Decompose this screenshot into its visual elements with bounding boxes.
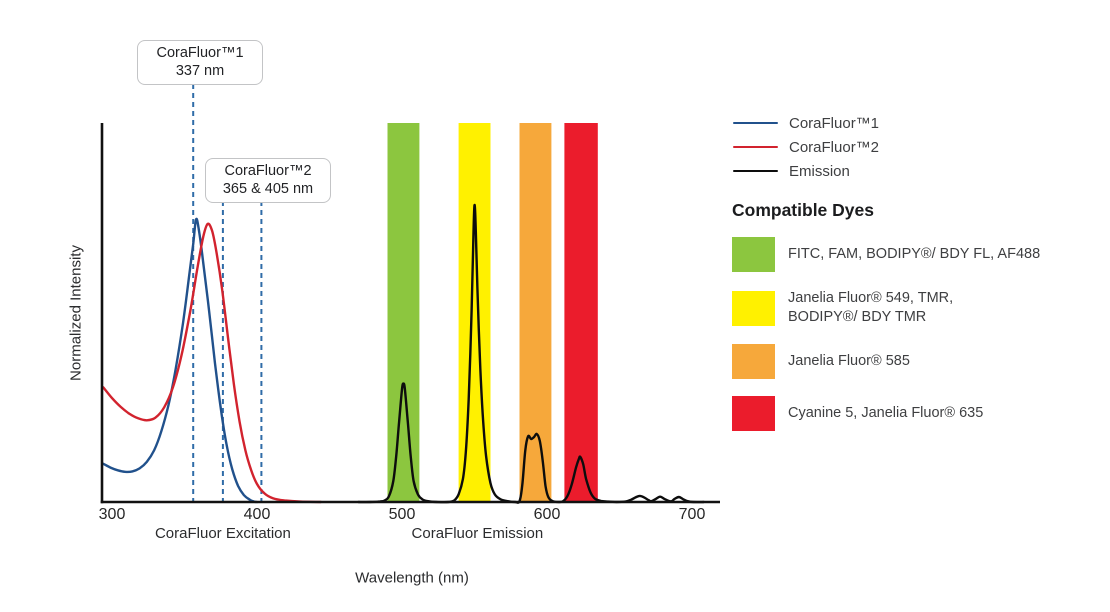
emission-band-orange <box>519 123 552 502</box>
dye-label-orange: Janelia Fluor® 585 <box>788 353 910 369</box>
legend-item-1: CoraFluor™2 <box>733 135 879 159</box>
legend-line-swatch <box>733 145 778 149</box>
excitation-curve-corafluor1 <box>102 217 259 504</box>
legend: CoraFluor™1 CoraFluor™2 Emission <box>733 111 879 183</box>
legend-item-0: CoraFluor™1 <box>733 111 879 135</box>
dye-color-swatch-red <box>732 396 775 431</box>
dye-label-yellow: Janelia Fluor® 549, TMR, BODIPY®/ BDY TMR <box>788 290 954 325</box>
dye-label-green: FITC, FAM, BODIPY®/ BDY FL, AF488 <box>788 246 1041 262</box>
x-tick-label-400: 400 <box>243 506 271 523</box>
dye-color-swatch-green <box>732 237 775 272</box>
legend-label: CoraFluor™1 <box>789 114 880 132</box>
annotation-corafluor2-title: CoraFluor™2 <box>224 163 312 179</box>
annotation-corafluor1: CoraFluor™1 337 nm <box>137 40 263 85</box>
legend-line-swatch <box>733 121 778 125</box>
x-tick-label-300: 300 <box>98 506 126 523</box>
spectra-chart <box>100 84 720 504</box>
x-region-label-excitation: CoraFluor Excitation <box>154 525 291 542</box>
legend-line-swatch <box>733 169 778 173</box>
dye-color-swatch-orange <box>732 344 775 379</box>
dye-row-orange: Janelia Fluor® 585 <box>732 344 1040 379</box>
legend-item-2: Emission <box>733 159 879 183</box>
annotation-corafluor1-title: CoraFluor™1 <box>156 45 244 61</box>
emission-band-red <box>564 123 598 502</box>
dye-row-green: FITC, FAM, BODIPY®/ BDY FL, AF488 <box>732 237 1040 272</box>
x-region-label-emission: CoraFluor Emission <box>411 525 544 542</box>
dye-row-yellow: Janelia Fluor® 549, TMR, BODIPY®/ BDY TMR <box>732 289 1040 327</box>
dye-color-swatch-yellow <box>732 290 775 326</box>
compatible-dyes-heading: Compatible Dyes <box>732 200 874 220</box>
excitation-curve-corafluor2 <box>102 222 322 504</box>
annotation-corafluor1-value: 337 nm <box>175 63 225 79</box>
emission-band-green <box>387 123 420 502</box>
dye-row-red: Cyanine 5, Janelia Fluor® 635 <box>732 396 1040 431</box>
emission-curve-emission <box>357 203 705 504</box>
legend-label: Emission <box>789 162 850 180</box>
legend-label: CoraFluor™2 <box>789 138 880 156</box>
compatible-dyes-list: FITC, FAM, BODIPY®/ BDY FL, AF488 Janelia… <box>732 237 1040 448</box>
annotation-corafluor2: CoraFluor™2 365 & 405 nm <box>205 158 331 203</box>
y-axis-label: Normalized Intensity <box>67 245 85 381</box>
x-tick-label-700: 700 <box>678 506 706 523</box>
x-tick-label-500: 500 <box>388 506 416 523</box>
x-axis-label: Wavelength (nm) <box>355 569 469 587</box>
x-tick-label-600: 600 <box>533 506 561 523</box>
dye-label-red: Cyanine 5, Janelia Fluor® 635 <box>788 405 984 421</box>
annotation-corafluor2-value: 365 & 405 nm <box>222 181 314 197</box>
